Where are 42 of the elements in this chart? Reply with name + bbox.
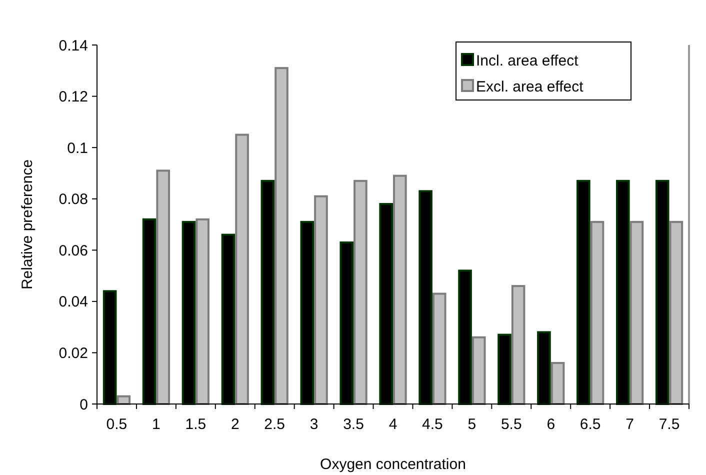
x-tick-label: 7	[626, 416, 634, 433]
y-tick-label: 0.12	[58, 88, 88, 106]
y-tick-label: 0.08	[58, 191, 88, 208]
y-axis-title: Relative preference	[19, 159, 36, 290]
bar	[274, 67, 288, 405]
x-tick-label: 3	[310, 416, 318, 433]
bar	[432, 292, 446, 405]
bar	[550, 362, 565, 405]
x-tick-label: 6.5	[580, 416, 601, 433]
x-tick-label: 5.5	[500, 416, 522, 433]
y-tick-label: 0.1	[67, 140, 88, 157]
y-tick-label: 0.02	[58, 344, 88, 362]
x-axis-title: Oxygen concentration	[320, 456, 466, 473]
bar	[196, 218, 210, 405]
bar	[669, 220, 684, 405]
bar	[472, 336, 486, 405]
x-tick-label: 2.5	[264, 416, 286, 433]
y-tick-label: 0.14	[58, 37, 88, 54]
legend-label: Excl. area effect	[476, 78, 584, 96]
x-tick-label: 6	[546, 416, 556, 433]
x-tick-label: 4.5	[422, 416, 443, 433]
y-tick-label: 0.04	[58, 294, 88, 311]
x-tick-label: 1	[152, 416, 160, 433]
x-tick-label: 5	[468, 416, 476, 433]
x-tick-label: 7.5	[658, 416, 680, 433]
bar	[590, 220, 604, 405]
bar	[314, 195, 328, 405]
y-tick-label: 0	[80, 396, 88, 414]
bar	[354, 180, 368, 405]
bar	[156, 170, 170, 405]
bar	[630, 220, 644, 405]
y-tick-label: 0.06	[58, 242, 88, 260]
x-tick-label: 4	[388, 416, 398, 433]
x-tick-label: 3.5	[343, 416, 364, 433]
legend-label: Incl. area effect	[476, 52, 580, 70]
x-tick-label: 0.5	[106, 416, 128, 433]
bar	[235, 134, 249, 405]
bar	[393, 174, 407, 405]
x-tick-label: 2	[230, 416, 240, 433]
x-tick-label: 1.5	[185, 416, 206, 433]
bar	[511, 285, 526, 405]
bar	[116, 395, 131, 405]
